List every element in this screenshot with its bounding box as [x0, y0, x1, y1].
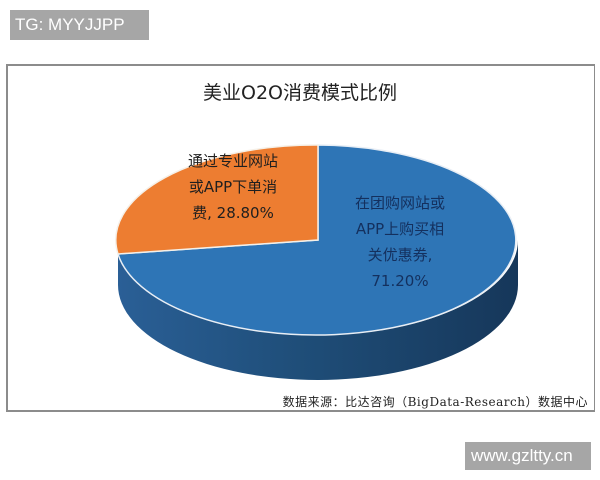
- chart-title: 美业O2O消费模式比例: [203, 82, 397, 104]
- label-line: 在团购网站或: [354, 194, 445, 212]
- watermark-bottom: www.gzltty.cn: [465, 442, 591, 470]
- label-line: 或APP下单消: [188, 178, 278, 196]
- label-line: 通过专业网站: [187, 152, 278, 170]
- label-line: 关优惠券,: [367, 246, 433, 264]
- pie-slice-orange[interactable]: [115, 144, 319, 255]
- data-source-note: 数据来源：比达咨询（BigData-Research）数据中心: [282, 395, 588, 409]
- blue-slice-label: 在团购网站或 APP上购买相 关优惠券, 71.20%: [340, 190, 460, 294]
- pie-slice-blue[interactable]: [116, 144, 517, 336]
- orange-slice-label: 通过专业网站 或APP下单消 费, 28.80%: [158, 148, 308, 226]
- label-line: 费, 28.80%: [192, 204, 274, 222]
- label-line: 71.20%: [371, 272, 429, 290]
- label-line: APP上购买相: [355, 220, 445, 238]
- pie-side-wall: [118, 240, 518, 380]
- watermark-top: TG: MYYJJPP: [10, 10, 149, 40]
